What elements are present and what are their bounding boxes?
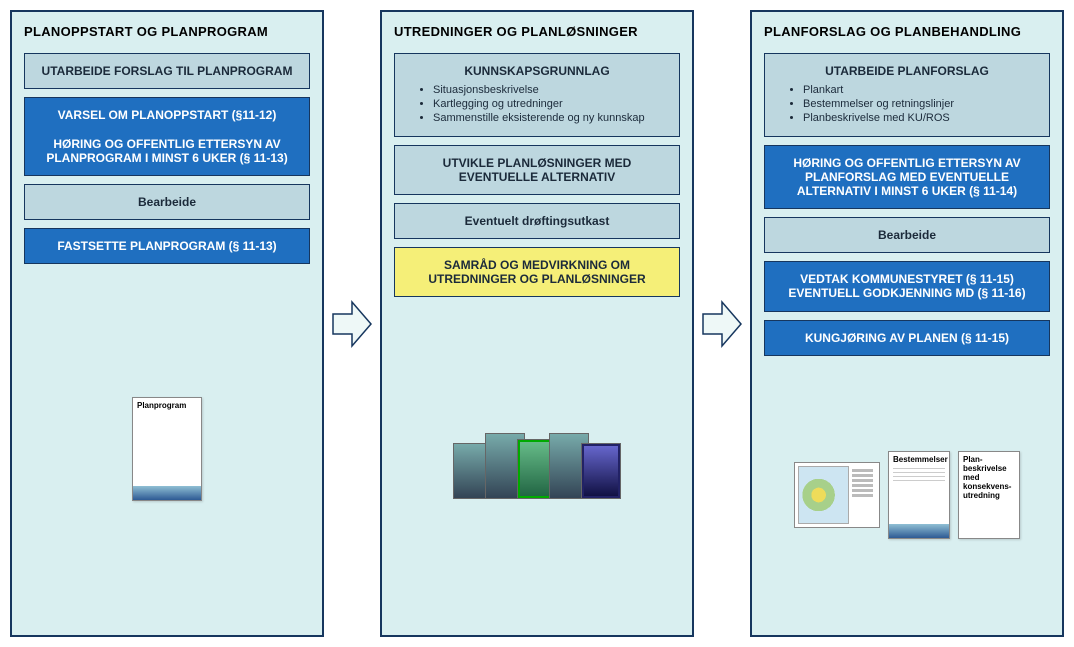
box-text-line: VARSEL OM PLANOPPSTART (§11-12) — [39, 108, 295, 122]
col1-box-2: Bearbeide — [24, 184, 310, 220]
doc-planbeskrivelse: Plan- beskrivelse med konsekvens- utredn… — [958, 451, 1020, 539]
bullet-item: Bestemmelser og retningslinjer — [803, 98, 1035, 110]
col1-box-3: FASTSETTE PLANPROGRAM (§ 11-13) — [24, 228, 310, 264]
arrow-right-icon — [332, 298, 372, 350]
column-title: UTREDNINGER OG PLANLØSNINGER — [394, 24, 680, 39]
box-text-line: VEDTAK KOMMUNESTYRET (§ 11-15) — [779, 272, 1035, 286]
bullet-list: Situasjonsbeskrivelse Kartlegging og utre… — [409, 84, 665, 124]
box-text: HØRING OG OFFENTLIG ETTERSYN AV PLANFORS… — [779, 156, 1035, 198]
column-title: PLANOPPSTART OG PLANPROGRAM — [24, 24, 310, 39]
col3-box-4: KUNGJØRING AV PLANEN (§ 11-15) — [764, 320, 1050, 356]
doc-plankart — [794, 462, 880, 528]
box-text-line: EVENTUELL GODKJENNING MD (§ 11-16) — [779, 286, 1035, 300]
bullet-list: Plankart Bestemmelser og retningslinjer Pl… — [779, 84, 1035, 124]
arrow-2 — [702, 298, 742, 350]
box-text: FASTSETTE PLANPROGRAM (§ 11-13) — [39, 239, 295, 253]
col2-box-1: UTVIKLE PLANLØSNINGER MED EVENTUELLE ALT… — [394, 145, 680, 195]
bullet-item: Sammenstille eksisterende og ny kunnskap — [433, 112, 665, 124]
box-text: UTARBEIDE FORSLAG TIL PLANPROGRAM — [39, 64, 295, 78]
bullet-item: Kartlegging og utredninger — [433, 98, 665, 110]
box-title: KUNNSKAPSGRUNNLAG — [409, 64, 665, 78]
col2-box-2: Eventuelt drøftingsutkast — [394, 203, 680, 239]
process-diagram: PLANOPPSTART OG PLANPROGRAM UTARBEIDE FO… — [10, 10, 1064, 637]
column-planforslag: PLANFORSLAG OG PLANBEHANDLING UTARBEIDE … — [750, 10, 1064, 637]
box-text-line — [39, 122, 295, 136]
bullet-item: Situasjonsbeskrivelse — [433, 84, 665, 96]
box-text: KUNGJØRING AV PLANEN (§ 11-15) — [779, 331, 1035, 345]
doc-planprogram: Planprogram — [132, 397, 202, 501]
box-text: Bearbeide — [39, 195, 295, 209]
illustration-planprogram: Planprogram — [24, 276, 310, 623]
box-text: Eventuelt drøftingsutkast — [409, 214, 665, 228]
col3-box-2: Bearbeide — [764, 217, 1050, 253]
box-text: Bearbeide — [779, 228, 1035, 242]
box-title: UTARBEIDE PLANFORSLAG — [779, 64, 1035, 78]
mini-doc — [581, 443, 621, 499]
col2-box-0: KUNNSKAPSGRUNNLAG Situasjonsbeskrivelse Ka… — [394, 53, 680, 137]
box-text: SAMRÅD OG MEDVIRKNING OM UTREDNINGER OG … — [409, 258, 665, 286]
bullet-item: Plankart — [803, 84, 1035, 96]
col2-box-3: SAMRÅD OG MEDVIRKNING OM UTREDNINGER OG … — [394, 247, 680, 297]
box-text-line: HØRING OG OFFENTLIG ETTERSYN AV PLANPROG… — [39, 137, 295, 165]
col1-box-1: VARSEL OM PLANOPPSTART (§11-12) HØRING OG… — [24, 97, 310, 176]
column-title: PLANFORSLAG OG PLANBEHANDLING — [764, 24, 1050, 39]
arrow-right-icon — [702, 298, 742, 350]
column-planoppstart: PLANOPPSTART OG PLANPROGRAM UTARBEIDE FO… — [10, 10, 324, 637]
col3-box-0: UTARBEIDE PLANFORSLAG Plankart Bestemmelse… — [764, 53, 1050, 137]
box-text: UTVIKLE PLANLØSNINGER MED EVENTUELLE ALT… — [409, 156, 665, 184]
doc-bestemmelser: Bestemmelser — [888, 451, 950, 539]
bullet-item: Planbeskrivelse med KU/ROS — [803, 112, 1035, 124]
col3-box-3: VEDTAK KOMMUNESTYRET (§ 11-15)EVENTUELL … — [764, 261, 1050, 312]
illustration-planforslag-docs: Bestemmelser Plan- beskrivelse med konse… — [764, 368, 1050, 623]
column-utredninger: UTREDNINGER OG PLANLØSNINGER KUNNSKAPSGR… — [380, 10, 694, 637]
col1-box-0: UTARBEIDE FORSLAG TIL PLANPROGRAM — [24, 53, 310, 89]
arrow-1 — [332, 298, 372, 350]
illustration-documents-fan — [394, 309, 680, 623]
col3-box-1: HØRING OG OFFENTLIG ETTERSYN AV PLANFORS… — [764, 145, 1050, 209]
